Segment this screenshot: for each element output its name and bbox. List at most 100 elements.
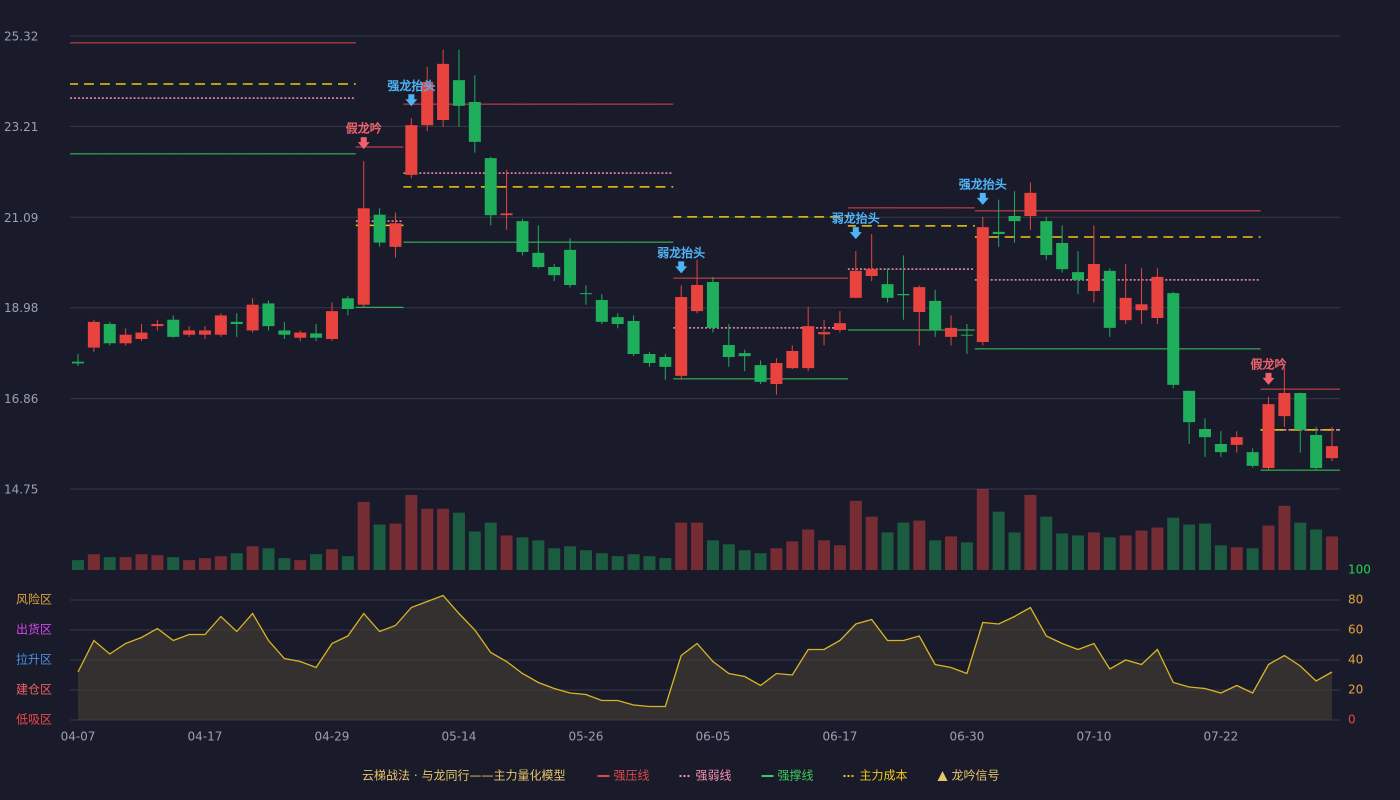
candle-body: [214, 315, 227, 335]
candle-body: [1072, 272, 1085, 280]
osc-tick-label: 40: [1348, 653, 1363, 667]
legend-label: 龙吟信号: [952, 768, 1000, 783]
volume-bar: [1230, 547, 1243, 570]
candle-body: [1294, 393, 1307, 430]
candle-body: [1040, 221, 1053, 255]
signal-arrow: [849, 227, 862, 240]
volume-bar: [1024, 494, 1037, 570]
candle-body: [675, 297, 688, 376]
x-tick-label: 04-17: [188, 730, 223, 744]
volume-bar: [945, 536, 958, 570]
candle-body: [452, 80, 465, 106]
volume-bar: [1008, 532, 1021, 570]
candle-body: [437, 63, 450, 120]
candle-body: [627, 321, 640, 354]
candle-body: [1246, 452, 1259, 466]
signal-label: 假龙吟: [1250, 356, 1286, 371]
signal-arrow: [1262, 372, 1275, 385]
candle-body: [294, 332, 307, 338]
candle-body: [802, 326, 815, 369]
osc-tick-label: 20: [1348, 683, 1363, 697]
volume-bar: [87, 554, 100, 570]
signal-label: 弱龙抬头: [657, 245, 705, 260]
volume-bar: [1214, 545, 1227, 570]
candle-body: [1119, 297, 1132, 321]
osc-tick-label: 60: [1348, 623, 1363, 637]
legend-label: 主力成本: [860, 769, 908, 783]
candle-body: [278, 330, 291, 335]
x-tick-label: 05-14: [442, 730, 477, 744]
x-tick-label: 07-10: [1076, 730, 1111, 744]
legend-signal-icon: [937, 771, 948, 781]
candle-body: [722, 345, 735, 357]
volume-bar: [1119, 535, 1132, 570]
volume-bar: [437, 508, 450, 570]
candle-body: [976, 227, 989, 342]
y-tick-label: 25.32: [4, 30, 38, 44]
volume-bar: [405, 494, 418, 570]
candle-body: [548, 267, 561, 276]
osc-area: [78, 595, 1332, 720]
signal-label: 强龙抬头: [959, 176, 1007, 191]
volume-bar: [1183, 524, 1196, 570]
candle-body: [246, 304, 259, 331]
candle-body: [183, 330, 196, 335]
volume-bar: [1167, 517, 1180, 570]
x-tick-label: 06-05: [695, 730, 730, 744]
volume-bar: [198, 558, 211, 570]
volume-bar: [325, 549, 338, 570]
volume-bar: [1151, 527, 1164, 570]
volume-bar: [246, 546, 259, 570]
volume-bar: [738, 550, 751, 570]
candle-body: [405, 125, 418, 175]
volume-bar: [1135, 530, 1148, 570]
volume-bar: [691, 522, 704, 570]
volume-bar: [230, 553, 243, 570]
volume-bar: [976, 489, 989, 570]
legend-label: 强压线: [613, 769, 649, 783]
volume-bar: [516, 537, 529, 570]
volume-bar: [1310, 529, 1323, 570]
zone-label: 建仓区: [16, 683, 52, 697]
volume-bar: [802, 529, 815, 570]
candle-body: [72, 361, 84, 364]
y-tick-label: 14.75: [4, 483, 38, 497]
volume-bar: [1087, 532, 1100, 570]
volume-bar: [500, 535, 513, 570]
x-tick-label: 06-30: [949, 730, 984, 744]
candle-body: [1199, 429, 1212, 438]
candle-body: [500, 213, 513, 216]
candle-body: [945, 327, 958, 337]
candle-body: [516, 221, 529, 252]
candle-body: [167, 319, 180, 337]
volume-bar: [452, 512, 465, 570]
volume-bar: [881, 532, 894, 570]
candle-body: [691, 285, 704, 312]
candle-body: [341, 298, 354, 309]
volume-bar: [833, 545, 846, 570]
signal-label: 强龙抬头: [387, 78, 435, 93]
zone-label: 出货区: [16, 622, 52, 637]
legend-label: 强撑线: [777, 768, 813, 783]
y-tick-label: 21.09: [4, 211, 38, 225]
candle-body: [198, 330, 211, 335]
candle-body: [1056, 243, 1069, 270]
candle-body: [643, 354, 656, 363]
volume-bar: [929, 540, 942, 570]
volume-bar: [1278, 505, 1291, 570]
x-tick-label: 07-22: [1203, 730, 1238, 744]
volume-bar: [103, 557, 116, 570]
zone-label: 低吸区: [16, 713, 52, 727]
candle-body: [1183, 390, 1196, 423]
legend-title: 云梯战法 · 与龙同行——主力量化模型: [362, 769, 565, 783]
volume-bar: [1294, 522, 1307, 570]
volume-bar: [135, 554, 148, 570]
volume-bar: [913, 520, 926, 570]
candle-body: [1310, 435, 1323, 468]
candle-body: [151, 324, 164, 327]
y-tick-label: 18.98: [4, 301, 38, 315]
candle-body: [468, 102, 481, 142]
volume-bar: [754, 553, 767, 570]
candle-body: [325, 311, 338, 339]
